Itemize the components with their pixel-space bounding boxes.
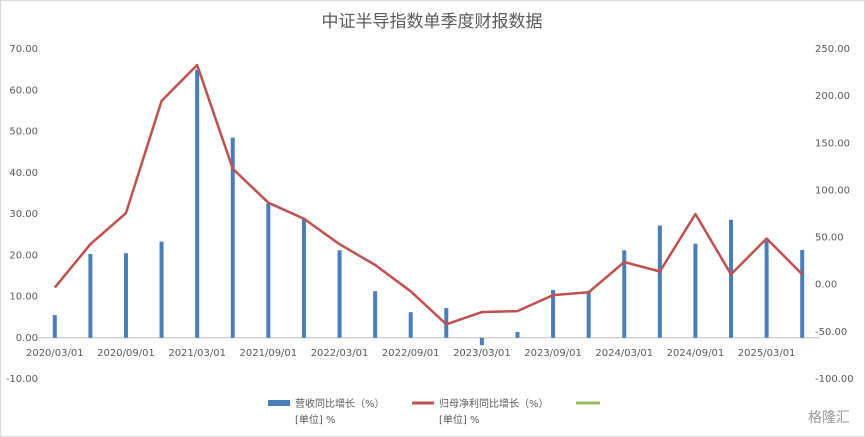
bar — [337, 250, 342, 338]
bar — [479, 337, 484, 346]
y2-tick-label: 100.00 — [815, 185, 850, 196]
y-tick-label: 30.00 — [9, 209, 38, 220]
x-tick-label: 2023/09/01 — [524, 348, 582, 359]
bar — [88, 254, 93, 338]
y2-tick-label: -100.00 — [815, 374, 854, 385]
y2-tick-label: 0.00 — [815, 280, 837, 291]
x-tick-label: 2024/09/01 — [667, 348, 725, 359]
bar — [301, 218, 306, 338]
line — [53, 63, 804, 326]
legend-unit: [单位] % — [439, 413, 479, 426]
legend-swatch — [268, 400, 290, 406]
bar — [52, 315, 57, 338]
y-tick-label: 0.00 — [16, 333, 38, 344]
bar — [586, 292, 591, 338]
legend-label: 营收同比增长（%） — [295, 397, 385, 410]
y-tick-label: -10.00 — [6, 374, 38, 385]
bar — [515, 331, 520, 338]
legend-label: 归母净利同比增长（%） — [439, 397, 549, 410]
x-tick-label: 2022/09/01 — [382, 348, 440, 359]
bar — [800, 249, 805, 338]
bar — [230, 137, 235, 338]
y-tick-label: 60.00 — [9, 85, 38, 96]
y-tick-label: 10.00 — [9, 292, 38, 303]
watermark: 格隆汇 — [808, 410, 850, 426]
x-tick-label: 2022/03/01 — [311, 348, 369, 359]
bar — [622, 250, 627, 338]
legend-unit: [单位] % — [295, 413, 335, 426]
bar — [729, 219, 734, 338]
bar — [657, 225, 662, 338]
bar — [266, 203, 271, 338]
y2-tick-label: 50.00 — [815, 233, 844, 244]
y2-tick-label: 150.00 — [815, 138, 850, 149]
y2-tick-label: 200.00 — [815, 91, 850, 102]
y-tick-label: 40.00 — [9, 168, 38, 179]
bar — [551, 289, 556, 338]
x-tick-label: 2020/03/01 — [26, 348, 84, 359]
bar — [408, 312, 413, 338]
bar — [693, 243, 698, 338]
bar — [764, 240, 769, 338]
x-tick-label: 2025/03/01 — [738, 348, 796, 359]
y-tick-label: 20.00 — [9, 250, 38, 261]
bar — [159, 241, 164, 338]
x-tick-label: 2021/09/01 — [240, 348, 298, 359]
chart-title: 中证半导指数单季度财报数据 — [322, 12, 543, 32]
y-tick-label: 50.00 — [9, 127, 38, 138]
x-tick-label: 2021/03/01 — [168, 348, 226, 359]
x-tick-label: 2020/09/01 — [97, 348, 155, 359]
y-tick-label: 70.00 — [9, 44, 38, 55]
x-tick-label: 2024/03/01 — [595, 348, 653, 359]
y2-tick-label: -50.00 — [815, 327, 847, 338]
x-tick-label: 2023/03/01 — [453, 348, 511, 359]
bar — [373, 291, 378, 338]
bar — [123, 253, 128, 338]
bar — [195, 69, 200, 338]
y2-tick-label: 250.00 — [815, 44, 850, 55]
